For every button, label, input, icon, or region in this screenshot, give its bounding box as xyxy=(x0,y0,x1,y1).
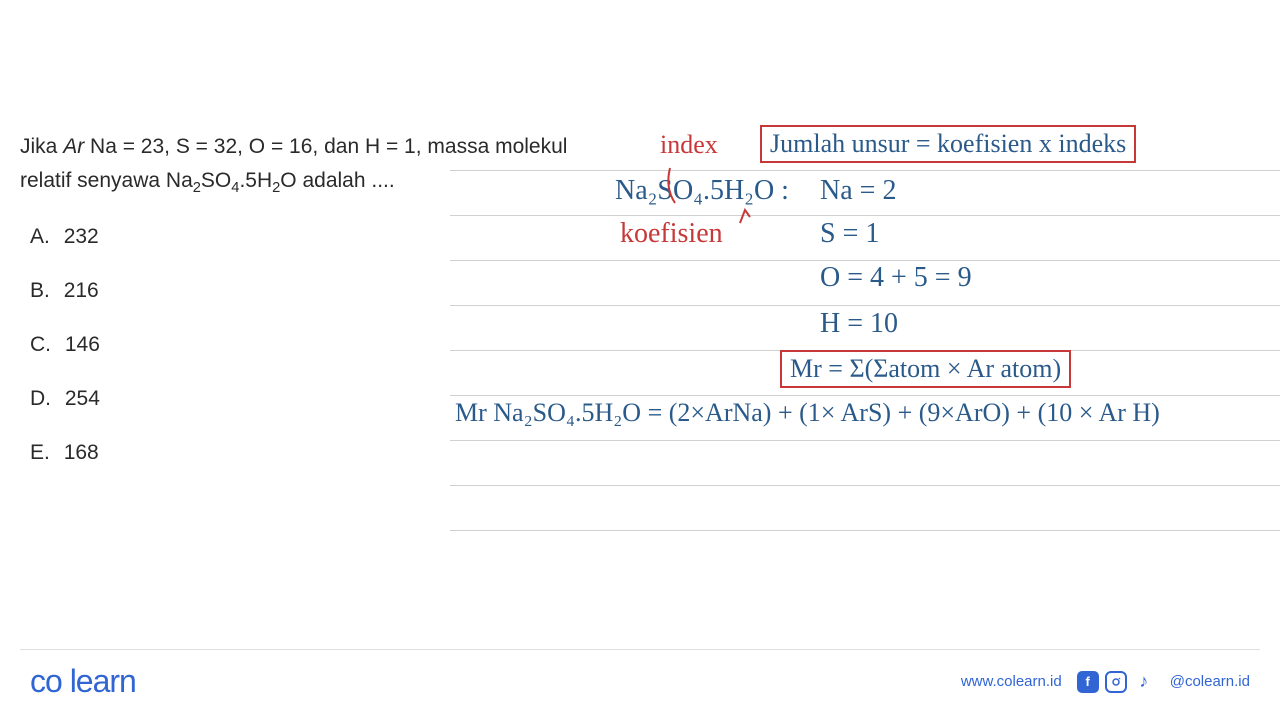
question-text: Jika Ar Na = 23, S = 32, O = 16, dan H =… xyxy=(20,130,600,200)
option-letter: D. xyxy=(30,387,51,410)
option-c[interactable]: C. 146 xyxy=(20,333,600,357)
instagram-icon[interactable] xyxy=(1105,671,1127,693)
q-rest: Na = 23, S = 32, O = 16, dan H = 1, mass… xyxy=(84,135,567,158)
annotation-formula-box: Jumlah unsur = koefisien x indeks xyxy=(760,125,1136,163)
q-sub: 2 xyxy=(193,180,201,196)
q-mid: .5H xyxy=(239,169,272,192)
arrow-koef-icon xyxy=(720,205,760,225)
annotation-s: S = 1 xyxy=(820,218,879,250)
annotation-mr-box: Mr = Σ(Σatom × Ar atom) xyxy=(780,350,1071,388)
logo: co learn xyxy=(30,663,136,700)
options-list: A. 232 B. 216 C. 146 D. 254 E. 168 xyxy=(20,225,600,465)
footer-handle[interactable]: @colearn.id xyxy=(1170,673,1250,690)
option-letter: C. xyxy=(30,333,51,356)
option-letter: E. xyxy=(30,441,50,464)
question-block: Jika Ar Na = 23, S = 32, O = 16, dan H =… xyxy=(20,130,600,495)
option-value: 232 xyxy=(64,225,99,248)
annotation-o: O = 4 + 5 = 9 xyxy=(820,262,972,294)
option-value: 146 xyxy=(65,333,100,356)
footer-url[interactable]: www.colearn.id xyxy=(961,673,1062,690)
q-line2-prefix: relatif senyawa Na xyxy=(20,169,193,192)
option-value: 168 xyxy=(64,441,99,464)
q-mid: SO xyxy=(201,169,231,192)
annotation-koefisien: koefisien xyxy=(620,218,723,250)
option-b[interactable]: B. 216 xyxy=(20,279,600,303)
logo-learn: learn xyxy=(70,663,136,699)
option-value: 254 xyxy=(65,387,100,410)
footer-right: www.colearn.id f ♪ @colearn.id xyxy=(961,671,1250,693)
logo-co: co xyxy=(30,663,62,699)
divider-line xyxy=(20,649,1260,650)
annotation-na: Na = 2 xyxy=(820,175,896,207)
option-letter: A. xyxy=(30,225,50,248)
annotation-h: H = 10 xyxy=(820,308,898,340)
footer: co learn www.colearn.id f ♪ @colearn.id xyxy=(0,663,1280,700)
option-e[interactable]: E. 168 xyxy=(20,441,600,465)
option-value: 216 xyxy=(64,279,99,302)
q-italic: Ar xyxy=(63,135,84,158)
social-icons: f ♪ xyxy=(1077,671,1155,693)
option-a[interactable]: A. 232 xyxy=(20,225,600,249)
option-letter: B. xyxy=(30,279,50,302)
q-end: O adalah .... xyxy=(280,169,394,192)
annotation-index: index xyxy=(660,130,718,160)
logo-dot xyxy=(62,663,70,699)
annotation-mr-calc: Mr Na₂SO₄.5H₂O = (2×ArNa) + (1× ArS) + (… xyxy=(455,398,1160,428)
arrow-index-icon xyxy=(660,158,720,218)
tiktok-icon[interactable]: ♪ xyxy=(1133,671,1155,693)
rule-line xyxy=(450,530,1280,531)
facebook-icon[interactable]: f xyxy=(1077,671,1099,693)
q-prefix: Jika xyxy=(20,135,63,158)
